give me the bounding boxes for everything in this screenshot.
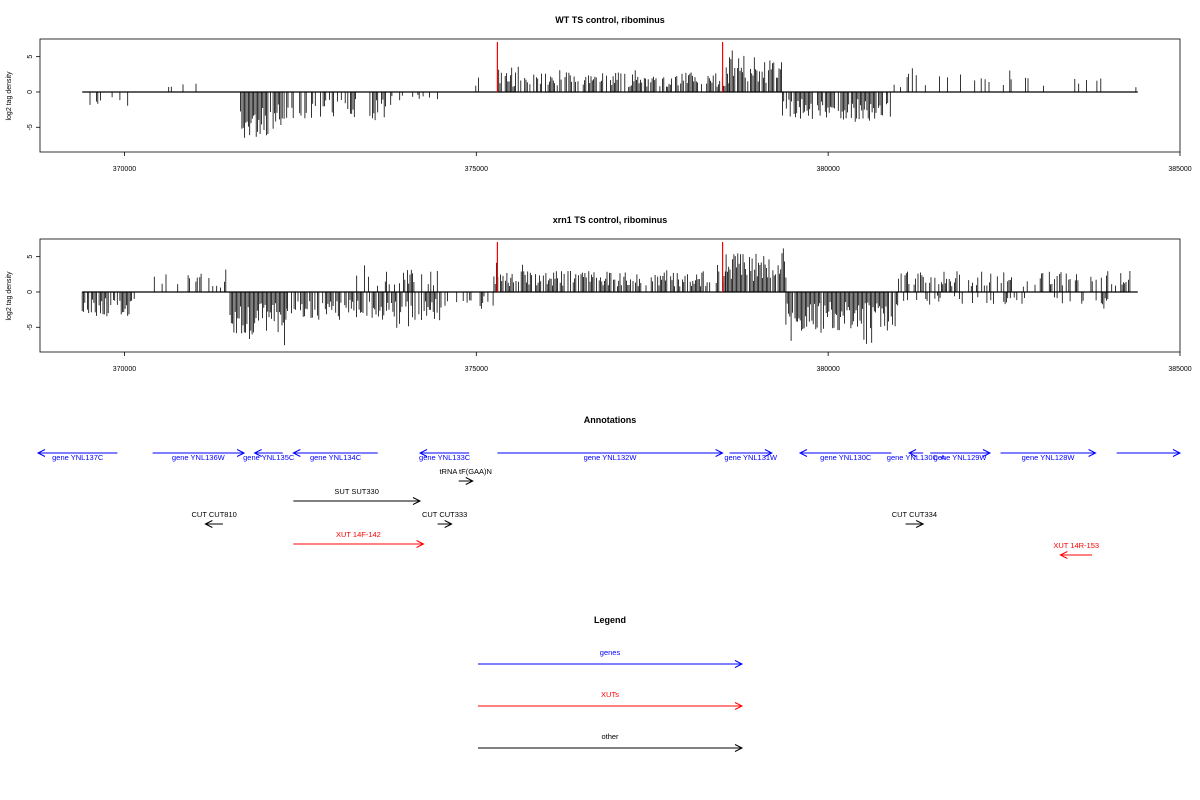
xrn1-track-xaxis: 370000 375000 380000 385000 — [113, 352, 1192, 373]
y-tick-label: 0 — [27, 290, 34, 294]
gene-label: gene YNL131W — [724, 453, 778, 462]
gene-label: gene YNL134C — [310, 453, 362, 462]
gene-label: gene YNL133C — [419, 453, 471, 462]
gene-arrow — [253, 449, 283, 457]
xrn1-track-markers — [496, 242, 724, 292]
gene-arrow — [418, 449, 470, 457]
gene-label: gene YNL129W — [934, 453, 988, 462]
other-arrow — [293, 497, 422, 505]
legend-items: genes XUTs other — [478, 648, 744, 752]
wt-track-xaxis: 370000 375000 380000 385000 — [113, 152, 1192, 173]
x-tick-label: 380000 — [816, 166, 839, 173]
other-label: CUT CUT810 — [192, 510, 237, 519]
gene-label: gene YNL130C-A — [887, 453, 946, 462]
xrn1-track-ylabel: log2 tag density — [6, 271, 13, 321]
y-tick-label: 5 — [27, 255, 34, 259]
gene-label: gene YNL137C — [52, 453, 104, 462]
wt-track-title: WT TS control, ribominus — [555, 15, 665, 25]
annotations-panel: Annotations gene YNL137C gene YNL136W gene… — [36, 415, 1182, 559]
xrn1-track-panel: xrn1 TS control, ribominus 370000 375000 3… — [6, 215, 1192, 373]
wt-track-markers — [496, 42, 724, 92]
wt-track-panel: WT TS control, ribominus 370000 375000 380… — [6, 15, 1192, 173]
legend-gene-label: genes — [600, 648, 621, 657]
gene-arrow — [497, 449, 724, 457]
x-tick-label: 370000 — [113, 366, 136, 373]
annotation-features: gene YNL137C gene YNL136W gene YNL135C gene… — [36, 449, 1182, 559]
gene-arrow — [798, 449, 892, 457]
other-arrow — [437, 520, 453, 528]
xut-label: XUT 14R-153 — [1053, 541, 1099, 550]
gene-label: gene YNL132W — [584, 453, 638, 462]
gene-arrow — [907, 449, 924, 457]
gene-label: gene YNL130C — [820, 453, 872, 462]
y-tick-label: 0 — [27, 90, 34, 94]
x-tick-label: 375000 — [465, 166, 488, 173]
xrn1-track-bars — [81, 248, 1131, 346]
other-label: SUT SUT330 — [334, 487, 378, 496]
gene-label: gene YNL128W — [1022, 453, 1076, 462]
gene-arrow — [152, 449, 246, 457]
gene-arrow — [36, 449, 118, 457]
x-tick-label: 385000 — [1168, 166, 1191, 173]
xut-arrow — [1059, 551, 1093, 559]
wt-track-bars — [89, 50, 1137, 138]
xut-label: XUT 14F-142 — [336, 530, 381, 539]
legend-other-label: other — [601, 732, 619, 741]
x-tick-label: 380000 — [816, 366, 839, 373]
gene-label: gene YNL136W — [172, 453, 226, 462]
xrn1-track-yaxis: 5 0 -5 — [27, 255, 40, 330]
other-arrow — [905, 520, 925, 528]
x-tick-label: 370000 — [113, 166, 136, 173]
other-label: CUT CUT334 — [892, 510, 937, 519]
legend-xut-arrow — [478, 702, 744, 710]
other-label: tRNA tF(GAA)N — [439, 467, 492, 476]
legend-other-arrow — [478, 744, 744, 752]
wt-track-ylabel: log2 tag density — [6, 71, 13, 121]
y-tick-label: -5 — [27, 324, 34, 330]
y-tick-label: 5 — [27, 55, 34, 59]
gene-label: gene YNL135C — [243, 453, 295, 462]
gene-arrow — [930, 449, 992, 457]
other-arrow — [204, 520, 223, 528]
legend-gene-arrow — [478, 660, 744, 668]
legend-title: Legend — [594, 615, 626, 625]
gene-arrow — [1116, 449, 1182, 457]
other-arrow — [458, 477, 474, 485]
wt-track-frame — [39, 38, 1181, 153]
wt-track-yaxis: 5 0 -5 — [27, 55, 40, 130]
gene-arrow — [1000, 449, 1097, 457]
legend-panel: Legend genes XUTs other — [478, 615, 744, 752]
xut-arrow — [293, 540, 425, 548]
legend-xut-label: XUTs — [601, 690, 619, 699]
y-tick-label: -5 — [27, 124, 34, 130]
x-tick-label: 375000 — [465, 366, 488, 373]
xrn1-track-frame — [39, 238, 1181, 353]
gene-arrow — [729, 449, 773, 457]
other-label: CUT CUT333 — [422, 510, 467, 519]
xrn1-track-title: xrn1 TS control, ribominus — [553, 215, 668, 225]
gene-arrow — [292, 449, 378, 457]
annotations-title: Annotations — [584, 415, 637, 425]
x-tick-label: 385000 — [1168, 366, 1191, 373]
